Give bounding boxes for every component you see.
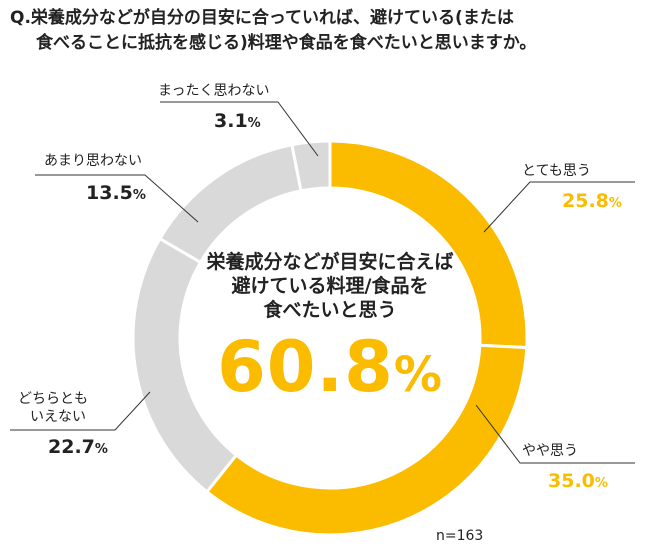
slice-label-dochira-line-2: いえない [30, 409, 86, 425]
slice-label-amari: あまり思わない [44, 153, 142, 169]
slice-value-amari-unit: % [132, 188, 146, 203]
center-summary: 栄養成分などが目安に合えば 避けている料理/食品を 食べたいと思う 60.8% [180, 250, 480, 414]
slice-label-dochira-line-1: どちらとも [18, 391, 88, 407]
slice-label-totemo: とても思う [522, 163, 591, 179]
slice-value-dochira-unit: % [94, 442, 108, 457]
question-line-1: Q.栄養成分などが自分の目安に合っていれば、避けている(または [10, 8, 514, 28]
slice-value-amari: 13.5% [86, 182, 146, 204]
slice-amari [157, 142, 303, 265]
leader-line-amari [35, 174, 199, 223]
center-value: 60.8 [217, 326, 394, 408]
leader-lines [10, 101, 635, 464]
slice-label-mattaku: まったく思わない [158, 83, 270, 99]
slice-value-totemo: 25.8% [562, 190, 622, 212]
center-unit: % [393, 347, 443, 403]
center-line-3: 食べたいと思う [263, 299, 397, 321]
center-line-1: 栄養成分などが目安に合えば [206, 251, 454, 273]
slice-label-yaya: やや思う [522, 443, 578, 459]
leader-line-totemo [483, 181, 635, 233]
center-percentage: 60.8% [180, 328, 480, 414]
slice-value-dochira: 22.7% [48, 436, 108, 458]
slice-value-mattaku: 3.1% [214, 110, 261, 132]
question-title: Q.栄養成分などが自分の目安に合っていれば、避けている(または 食べることに抵抗… [10, 6, 650, 56]
slice-value-amari-num: 13.5 [86, 182, 133, 204]
donut-slices [131, 139, 529, 537]
slice-mattaku [290, 139, 332, 193]
center-line-2: 避けている料理/食品を [231, 275, 429, 297]
sample-size: n=163 [436, 528, 484, 544]
slice-value-dochira-num: 22.7 [48, 436, 95, 458]
slice-value-totemo-num: 25.8 [562, 190, 609, 212]
slice-value-yaya: 35.0% [548, 470, 608, 492]
slice-value-yaya-unit: % [594, 476, 608, 491]
leader-line-mattaku [160, 101, 319, 157]
slice-value-mattaku-num: 3.1 [214, 110, 248, 132]
slice-value-mattaku-unit: % [247, 116, 261, 131]
leader-line-yaya [475, 404, 635, 464]
slice-yaya [204, 343, 529, 537]
leader-line-dochira [10, 391, 151, 431]
slice-value-totemo-unit: % [608, 196, 622, 211]
question-line-2: 食べることに抵抗を感じる)料理や食品を食べたいと思いますか。 [36, 33, 537, 53]
slice-value-yaya-num: 35.0 [548, 470, 595, 492]
